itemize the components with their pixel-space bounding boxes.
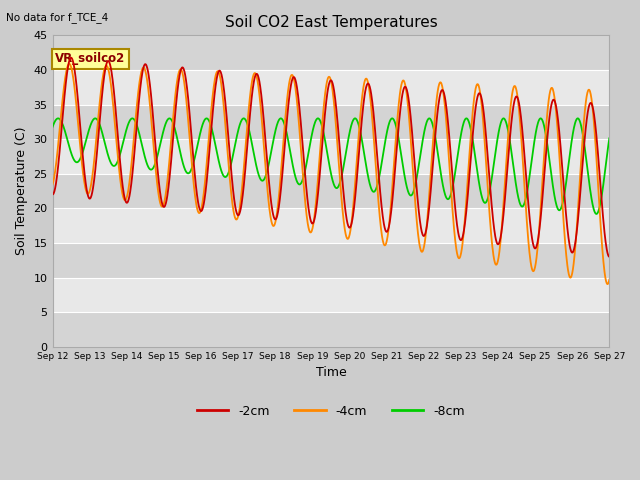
Bar (52, 105, 609, 139)
Bar (52, 36, 609, 70)
Text: VR_soilco2: VR_soilco2 (55, 52, 125, 65)
Title: Soil CO2 East Temperatures: Soil CO2 East Temperatures (225, 15, 437, 30)
Text: No data for f_TCE_4: No data for f_TCE_4 (6, 12, 109, 23)
Legend: -2cm, -4cm, -8cm: -2cm, -4cm, -8cm (192, 400, 470, 423)
Bar (52, 243, 609, 277)
X-axis label: Time: Time (316, 366, 346, 379)
Y-axis label: Soil Temperature (C): Soil Temperature (C) (15, 127, 28, 255)
Bar (52, 174, 609, 208)
Bar (52, 312, 609, 347)
